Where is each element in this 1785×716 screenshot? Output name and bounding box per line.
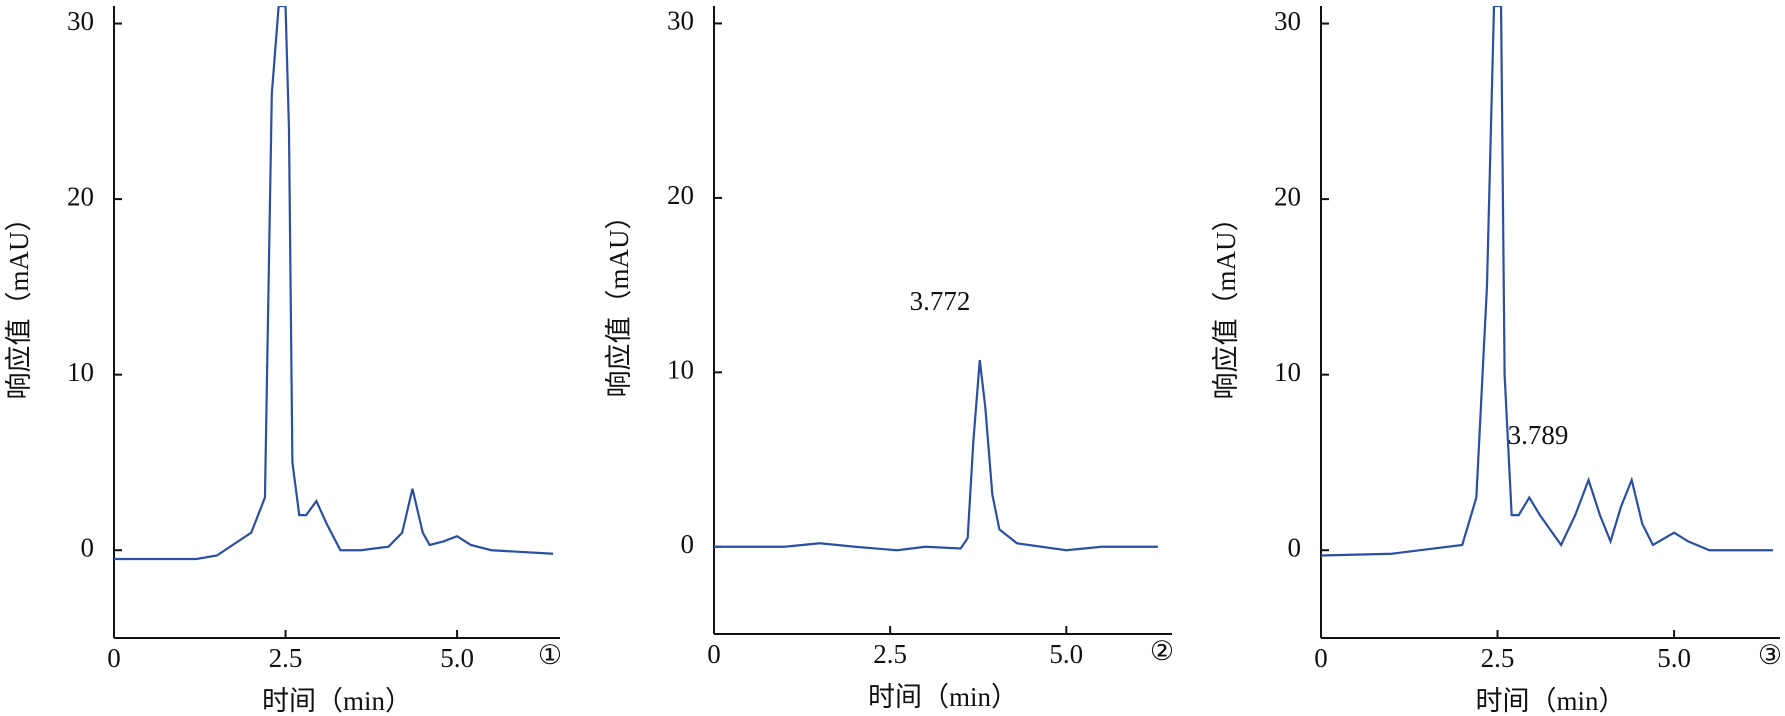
y-tick-label: 0	[1288, 532, 1302, 562]
y-tick-label: 20	[1274, 181, 1301, 211]
y-tick-label: 30	[67, 6, 94, 36]
y-tick-label: 0	[81, 532, 95, 562]
y-tick-label: 30	[667, 6, 694, 36]
y-tick-label: 10	[1274, 357, 1301, 387]
y-tick-label: 20	[67, 181, 94, 211]
data-line	[1321, 6, 1773, 557]
x-axis-label: 时间（min）	[1475, 686, 1625, 716]
data-line	[114, 6, 554, 561]
y-axis-label: 响应值（mAU）	[1211, 205, 1241, 400]
panel-label: ③	[1758, 640, 1782, 670]
x-tick-label: 5.0	[1657, 643, 1691, 673]
x-tick-label: 5.0	[1049, 639, 1083, 669]
y-axis-label: 响应值（mAU）	[4, 205, 34, 400]
data-line	[714, 359, 1158, 552]
y-tick-label: 20	[667, 180, 694, 210]
x-tick-label: 0	[707, 639, 721, 669]
annotation: 3.772	[910, 286, 971, 316]
y-tick-label: 10	[667, 355, 694, 385]
x-tick-label: 5.0	[440, 643, 474, 673]
x-tick-label: 0	[107, 643, 121, 673]
x-tick-label: 0	[1314, 643, 1328, 673]
y-axis-label: 响应值（mAU）	[604, 203, 634, 398]
x-tick-label: 2.5	[873, 639, 907, 669]
panel-label: ②	[1150, 636, 1174, 666]
annotation: 3.789	[1508, 420, 1569, 450]
x-axis-label: 时间（min）	[262, 686, 412, 716]
x-tick-label: 2.5	[269, 643, 303, 673]
panel: 0 10 20 30 0 2.5 5.0 时间（min） 响应值（mAU） ①	[4, 6, 562, 716]
panel: 0 10 20 30 0 2.5 5.0 时间（min） 响应值（mAU） ② 3.772	[604, 6, 1174, 713]
y-tick-label: 10	[67, 357, 94, 387]
y-tick-label: 0	[681, 529, 695, 559]
x-tick-label: 2.5	[1481, 643, 1515, 673]
x-axis-label: 时间（min）	[868, 682, 1018, 712]
panel-label: ①	[538, 640, 562, 670]
y-tick-label: 30	[1274, 6, 1301, 36]
panel: 0 10 20 30 0 2.5 5.0 时间（min） 响应值（mAU） ③ 3.789	[1211, 6, 1782, 716]
